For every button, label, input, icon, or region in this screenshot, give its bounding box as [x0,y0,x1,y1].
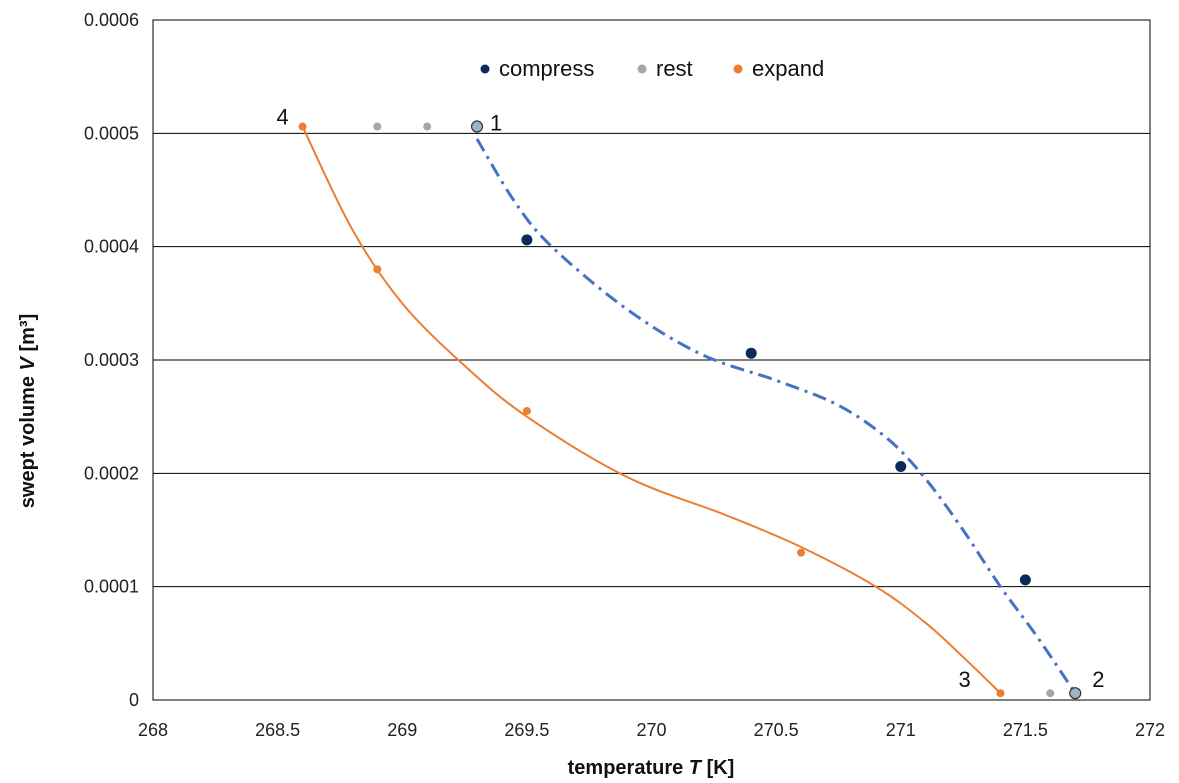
x-tick-label: 270.5 [754,720,799,740]
legend-marker-rest [637,64,647,74]
state-label-4: 4 [277,105,289,130]
y-tick-label: 0.0001 [84,577,139,597]
tick-labels: 0 0.0001 0.0002 0.0003 0.0004 0.0005 0.0006 268… [84,10,1165,740]
rest-point [1046,689,1055,698]
y-axis-label: swept volume V [m³] [17,314,39,508]
rest-point [423,122,432,131]
legend-label-expand: expand [752,56,824,81]
trendlines [301,126,1077,695]
state-point-1 [470,120,484,133]
y-tick-label: 0 [129,690,139,710]
expand-trend-line [301,126,1002,694]
rest-point [373,122,382,131]
plot-border [152,19,1151,701]
state-label-2: 2 [1092,667,1104,692]
y-tick-label: 0.0003 [84,350,139,370]
compress-point [521,234,533,246]
expand-point [996,689,1005,698]
x-axis-label: temperature T [K] [568,757,735,779]
legend-marker-expand [733,64,743,74]
y-tick-label: 0.0004 [84,237,139,257]
legend: compress rest expand [480,56,824,81]
compress-point [1019,574,1031,586]
expand-point [797,548,806,557]
x-tick-label: 270 [636,720,666,740]
x-tick-label: 271.5 [1003,720,1048,740]
x-tick-label: 269 [387,720,417,740]
state-label-3: 3 [958,667,970,692]
y-tick-label: 0.0006 [84,10,139,30]
data-markers [298,120,1082,700]
y-tick-label: 0.0002 [84,463,139,483]
x-tick-label: 272 [1135,720,1165,740]
expand-point [373,265,382,274]
compress-point [895,461,907,473]
x-tick-label: 268.5 [255,720,300,740]
state-label-1: 1 [490,111,502,136]
legend-label-compress: compress [499,56,594,81]
plot-area [152,19,1151,701]
gridlines [153,19,1150,701]
legend-marker-compress [480,64,490,74]
compress-trend-line [475,138,1077,695]
point-labels: 1 2 3 4 [277,105,1105,693]
compress-point [745,347,757,359]
x-tick-label: 268 [138,720,168,740]
state-point-2 [1069,687,1082,700]
y-tick-label: 0.0005 [84,123,139,143]
expand-point [522,407,531,415]
expand-point [298,122,307,131]
x-tick-label: 271 [886,720,916,740]
x-tick-label: 269.5 [504,720,549,740]
legend-label-rest: rest [656,56,693,81]
